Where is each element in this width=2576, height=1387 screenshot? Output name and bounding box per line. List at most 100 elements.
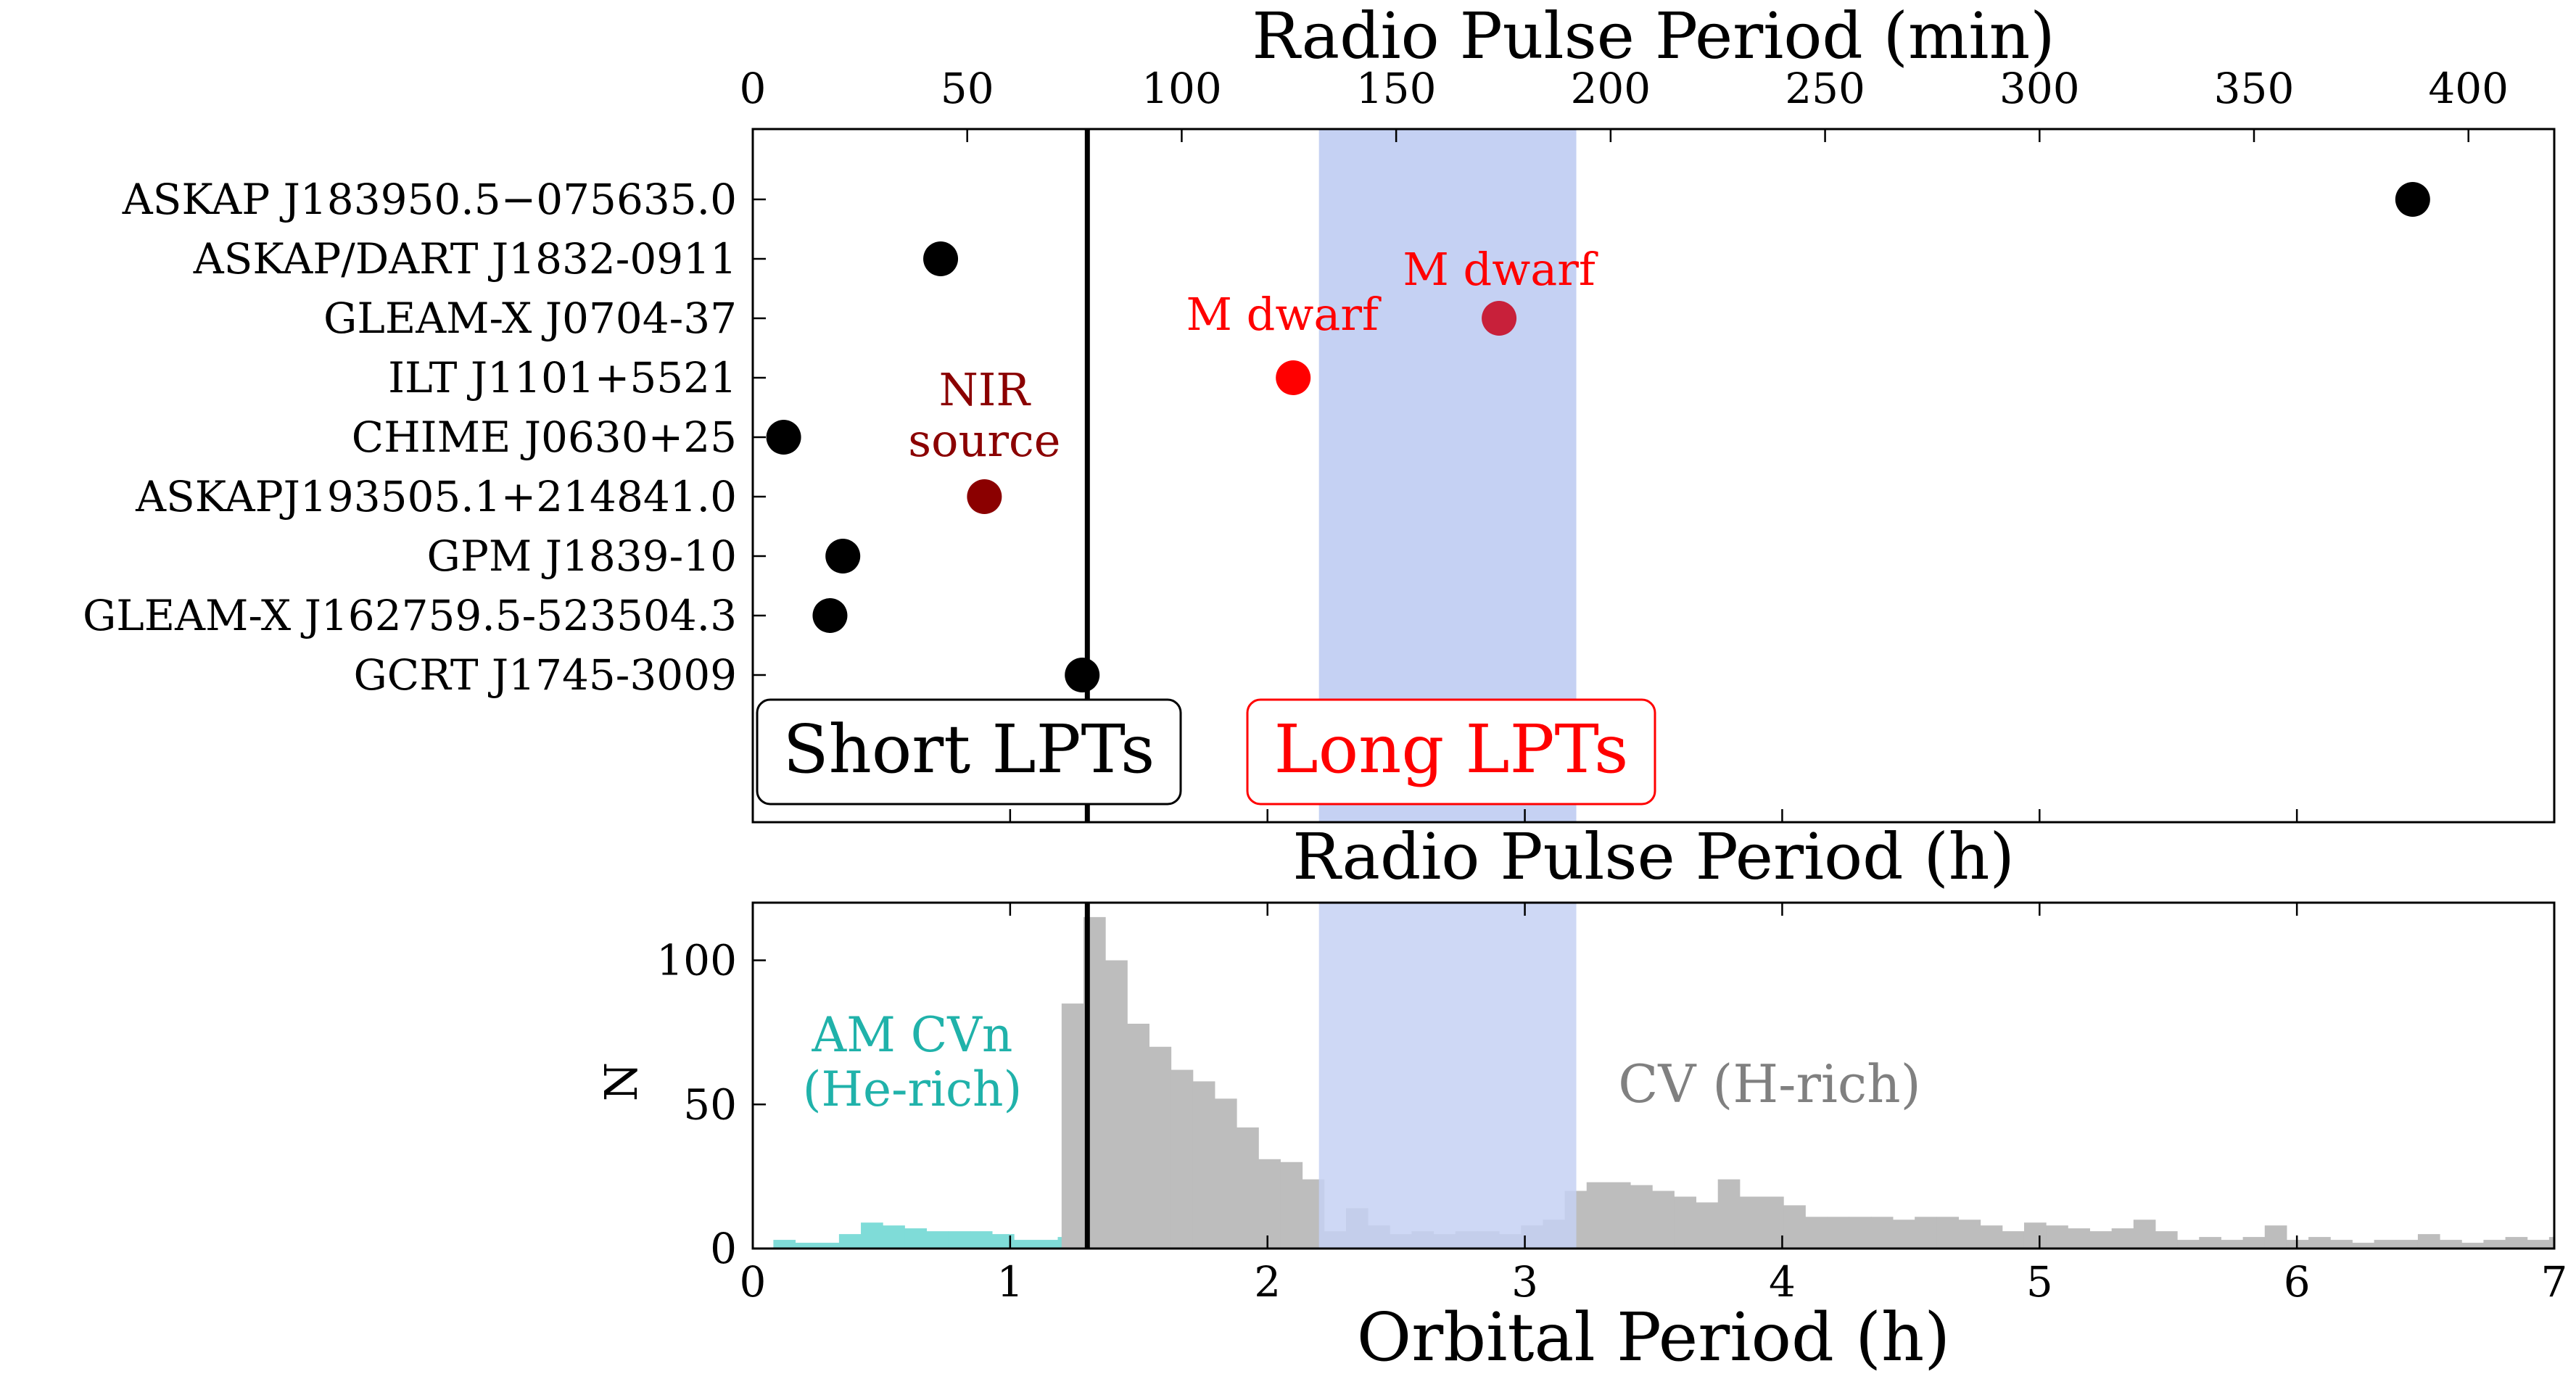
source-label: CHIME J0630+25 [352, 413, 737, 462]
cv-bar [2527, 1240, 2550, 1249]
cv-bar [2199, 1237, 2221, 1249]
bottom-panel: 0 1 2 3 4 5 6 7 0 50 100 AM CVn(He-rich) CV (H-rich… [595, 901, 2567, 1376]
cv-bar [1280, 1162, 1303, 1249]
cv-bar [1762, 1196, 1784, 1249]
top-minute-tick-label: 250 [1785, 64, 1865, 113]
source-label: GPM J1839-10 [427, 531, 737, 581]
am-cvn-bar [1014, 1240, 1036, 1249]
label-box [756, 698, 1182, 806]
histogram-labels: AM CVn(He-rich) CV (H-rich) [803, 1007, 1921, 1117]
bottom-plot-frame [751, 901, 2556, 1250]
source-label: GCRT J1745-3009 [353, 650, 737, 700]
cv-bar [1608, 1182, 1631, 1249]
cv-bar [2242, 1237, 2266, 1249]
cv-bar [1127, 1023, 1149, 1249]
top-minute-tick-label: 200 [1570, 64, 1651, 113]
cv-bar [2308, 1237, 2331, 1249]
cv-bar [1652, 1191, 1675, 1249]
label-box [1246, 698, 1656, 806]
source-point [1482, 301, 1517, 336]
y-axis-label: N [595, 1062, 648, 1101]
top-axis-ticks: 0 50 100 150 200 250 300 350 400 ASKAP J183950.5−… [83, 64, 2556, 822]
x-tick-label: 2 [1254, 1257, 1281, 1307]
x-tick-label: 0 [740, 1257, 767, 1307]
cv-bar [1717, 1179, 1741, 1249]
cv-bar [1893, 1220, 1915, 1249]
source-label: ASKAP/DART J1832-0911 [193, 234, 737, 283]
am-cvn-bar [970, 1231, 993, 1249]
cv-bar [1586, 1182, 1609, 1249]
cv-bar [2374, 1240, 2397, 1249]
cv-bar [1739, 1196, 1762, 1249]
am-cvn-bar [817, 1243, 840, 1249]
top-points [766, 182, 2430, 692]
x-tick-label: 5 [2026, 1257, 2053, 1307]
am-cvn-bar [838, 1234, 862, 1249]
bottom-shaded-band [1318, 903, 1577, 1249]
top-minute-tick-label: 150 [1356, 64, 1437, 113]
am-cvn-bar [948, 1231, 971, 1249]
x-tick-label: 4 [1769, 1257, 1796, 1307]
top-minute-tick-label: 0 [740, 64, 767, 113]
cv-bar [2483, 1240, 2506, 1249]
top-minute-tick-label: 350 [2214, 64, 2295, 113]
source-point [812, 598, 848, 633]
x-tick-label: 1 [996, 1257, 1023, 1307]
x-axis-label: Orbital Period (h) [1357, 1299, 1950, 1376]
cv-bar [2395, 1240, 2419, 1249]
cv-bar [2505, 1237, 2528, 1249]
source-point [2395, 182, 2430, 217]
cv-bar [2417, 1234, 2440, 1249]
cv-label: CV (H-rich) [1618, 1053, 1920, 1114]
top-plot-frame [751, 128, 2556, 824]
cv-bar [2002, 1231, 2025, 1249]
cv-bar [1849, 1217, 1872, 1249]
cv-bar [1783, 1205, 1806, 1249]
y-tick-label: 50 [683, 1080, 737, 1129]
source-point [967, 479, 1002, 514]
cv-bar [1105, 960, 1128, 1249]
source-point [1276, 360, 1311, 395]
source-point [766, 420, 801, 455]
annotation: M dwarf [1186, 288, 1382, 341]
cv-bar [1805, 1217, 1828, 1249]
cv-bar [2177, 1240, 2200, 1249]
label-box-text: Short LPTs [783, 711, 1155, 788]
cv-bar [1696, 1202, 1719, 1249]
am-cvn-bar [861, 1222, 883, 1249]
top-minute-tick-label: 300 [1999, 64, 2080, 113]
cv-bar [2046, 1225, 2068, 1249]
cv-bar [2089, 1231, 2113, 1249]
am-cvn-bar [883, 1225, 905, 1249]
cv-bar [2352, 1243, 2375, 1249]
am-cvn-bar [795, 1243, 818, 1249]
middle-axis-title: Radio Pulse Period (h) [1292, 819, 2015, 894]
cv-bar [1192, 1081, 1215, 1249]
y-tick-label: 0 [710, 1224, 737, 1273]
cv-bar [1958, 1220, 1981, 1249]
am-cvn-label-line2: (He-rich) [803, 1061, 1023, 1117]
am-cvn-bar [904, 1228, 928, 1249]
am-cvn-bar [1036, 1240, 1059, 1249]
cv-bar [2133, 1220, 2156, 1249]
source-label: GLEAM-X J0704-37 [323, 294, 737, 343]
source-point [1065, 658, 1100, 692]
source-label: ILT J1101+5521 [388, 353, 737, 402]
source-point [923, 241, 959, 276]
am-cvn-bar [992, 1234, 1015, 1249]
cv-bar [1214, 1098, 1237, 1249]
source-label: ASKAP J183950.5−075635.0 [122, 175, 737, 224]
label-box-text: Long LPTs [1274, 711, 1629, 788]
cv-bar [1171, 1069, 1194, 1249]
annotation: M dwarf [1403, 243, 1598, 296]
cv-bar [2461, 1243, 2484, 1249]
annotation: source [908, 414, 1060, 467]
cv-bar [2221, 1240, 2244, 1249]
x-tick-label: 3 [1511, 1257, 1538, 1307]
source-label: ASKAPJ193505.1+214841.0 [135, 472, 737, 521]
cv-bar [1915, 1217, 1937, 1249]
cv-bar [2023, 1222, 2047, 1249]
cv-bar [2155, 1231, 2178, 1249]
top-panel: 0 50 100 150 200 250 300 350 400 ASKAP J183950.5−… [83, 0, 2556, 894]
